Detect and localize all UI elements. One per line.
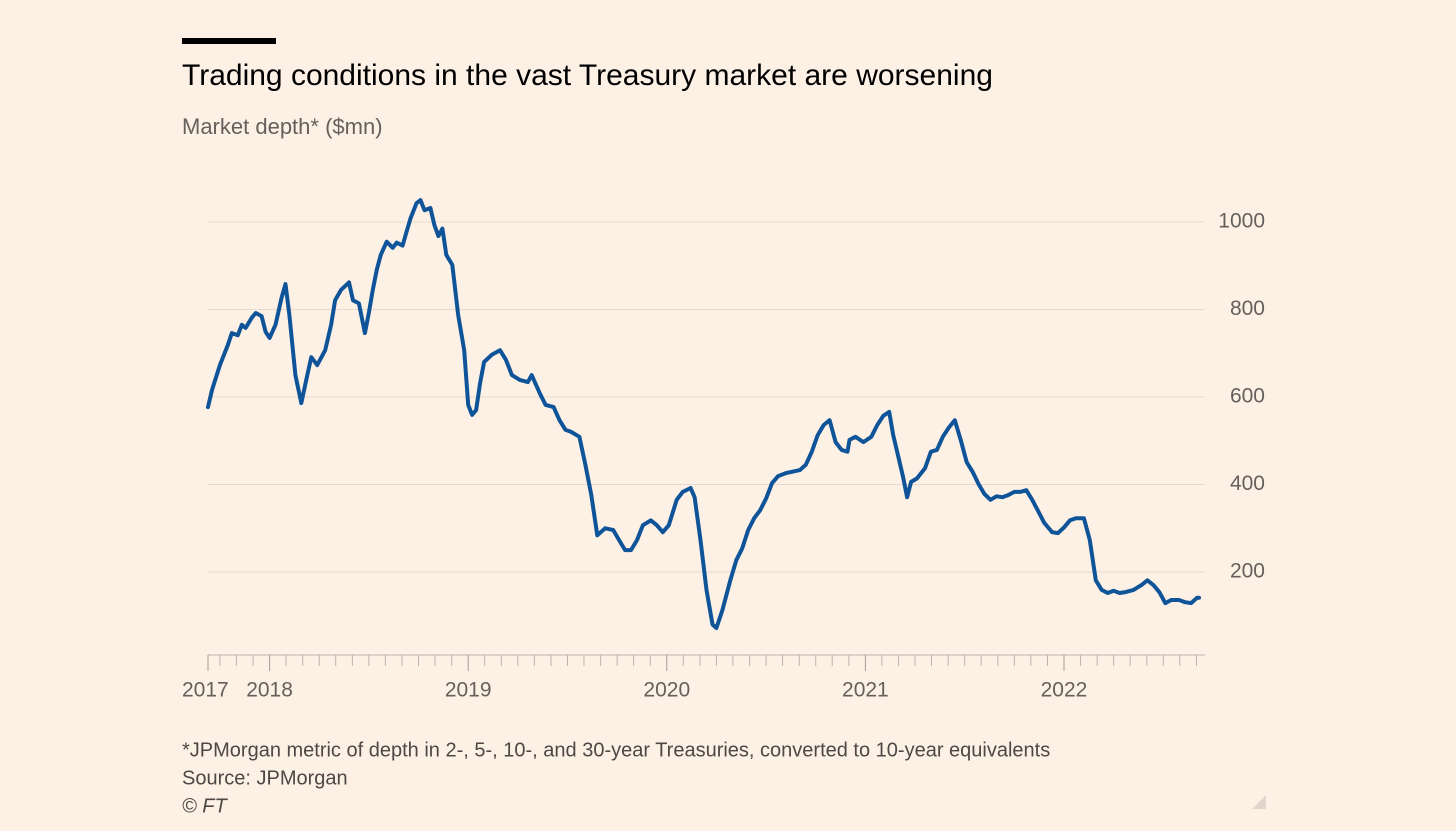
data-line [206,198,1201,630]
chart-subtitle: Market depth* ($mn) [182,114,383,139]
x-tick-label: 2019 [445,679,492,702]
source: Source: JPMorgan [182,767,348,789]
x-tick-label: 2020 [643,679,690,702]
y-tick-label: 200 [1230,560,1265,583]
x-tick-label: 2018 [246,679,293,702]
corner-mark [1252,795,1266,809]
footnote: *JPMorgan metric of depth in 2-, 5-, 10-… [182,739,1050,761]
y-tick-label: 800 [1230,297,1265,320]
y-tick-label: 600 [1230,385,1265,408]
chart-title: Trading conditions in the vast Treasury … [182,59,993,92]
title-bar [182,38,276,44]
x-tick-label: 2022 [1041,679,1088,702]
y-tick-label: 400 [1230,472,1265,495]
x-tick-label: 2021 [842,679,889,702]
copyright: © FT [182,795,229,817]
y-tick-label: 1000 [1218,210,1265,233]
x-tick-label: 2017 [182,679,229,702]
